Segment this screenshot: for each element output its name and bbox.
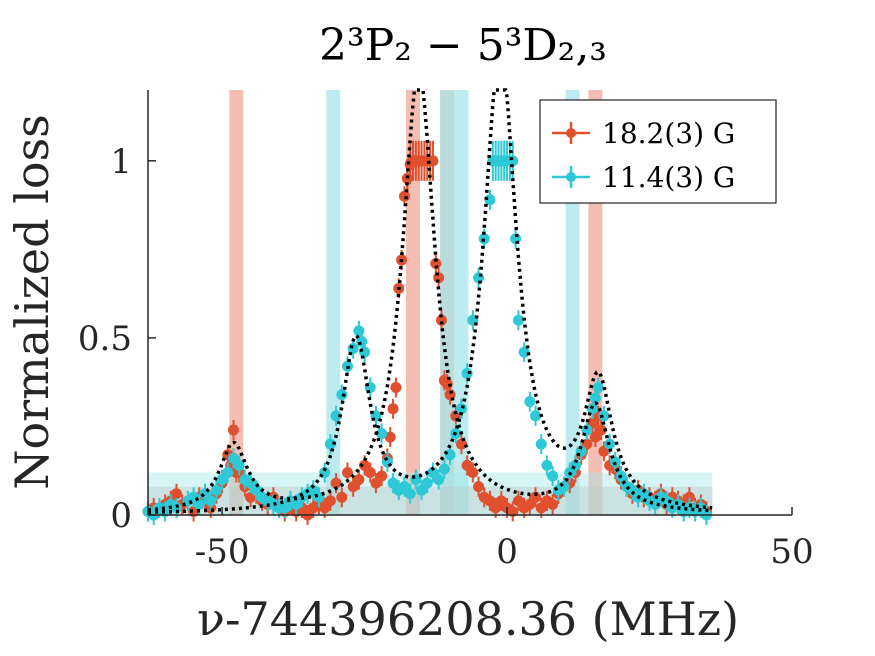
data-point-0-41 — [376, 466, 388, 487]
data-point-0-32 — [324, 490, 336, 511]
data-point-1-71 — [518, 342, 530, 363]
data-point-1-52 — [438, 458, 450, 479]
data-point-1-69 — [510, 228, 522, 249]
chart-title: 2³P₂ − 5³D₂,₃ — [319, 20, 607, 71]
y-axis-label: Normalized loss — [5, 114, 59, 490]
transition-band-0-0 — [229, 90, 244, 515]
data-point-0-69 — [473, 476, 485, 497]
x-tick-label-2: 50 — [770, 532, 813, 572]
legend-label-red: 18.2(3) G — [602, 117, 735, 150]
data-point-1-75 — [541, 455, 553, 476]
legend: 18.2(3) G 11.4(3) G — [539, 99, 777, 204]
x-axis-label: ν-744396208.36 (MHz) — [197, 592, 739, 646]
fit-curves — [147, 88, 713, 514]
legend-box — [539, 99, 777, 204]
data-point-1-72 — [524, 391, 536, 412]
data-point-1-15 — [233, 455, 245, 476]
data-point-0-39 — [364, 462, 376, 483]
data-point-1-58 — [473, 267, 485, 288]
data-point-0-14 — [227, 420, 239, 440]
data-point-0-66 — [455, 434, 467, 455]
data-point-1-32 — [330, 405, 342, 426]
data-point-1-39 — [364, 377, 376, 398]
data-point-1-59 — [478, 228, 490, 249]
axes — [147, 90, 793, 516]
fit-curve-0 — [147, 88, 713, 513]
data-point-1-13 — [222, 462, 234, 483]
data-point-0-59 — [430, 253, 442, 274]
y-tick-label-1: 0.5 — [78, 319, 132, 359]
data-point-1-68 — [507, 140, 519, 181]
legend-label-cyan: 11.4(3) G — [602, 161, 735, 194]
data-point-1-51 — [433, 469, 445, 490]
data-point-1-11 — [210, 480, 222, 501]
y-tick-label-0: 0 — [110, 496, 132, 536]
data-point-0-43 — [384, 427, 396, 448]
data-point-1-10 — [205, 490, 217, 511]
data-point-0-45 — [390, 377, 402, 398]
data-point-0-34 — [336, 487, 348, 508]
data-point-0-37 — [353, 469, 365, 490]
data-point-1-74 — [535, 434, 547, 455]
data-point-0-44 — [387, 398, 399, 419]
data-point-1-73 — [530, 405, 542, 426]
data-point-0-68 — [467, 462, 479, 483]
data-point-0-75 — [507, 501, 519, 522]
data-point-0-79 — [530, 487, 542, 508]
data-point-1-49 — [421, 473, 433, 494]
data-point-0-61 — [436, 310, 448, 331]
data-point-1-40 — [370, 405, 382, 426]
background-band-0 — [148, 486, 713, 515]
data-point-1-46 — [404, 483, 416, 504]
data-point-1-57 — [467, 310, 479, 331]
data-point-0-92 — [595, 420, 607, 440]
x-tick-label-0: -50 — [195, 532, 250, 572]
data-point-1-76 — [547, 466, 559, 487]
legend-item-red: 18.2(3) G — [552, 117, 735, 150]
tick-labels: -50 0 50 0 0.5 1 — [78, 142, 814, 572]
fit-curve-1 — [148, 88, 713, 514]
data-point-0-82 — [547, 494, 559, 515]
transition-band-1-1 — [440, 90, 455, 515]
legend-item-cyan: 11.4(3) G — [552, 161, 735, 194]
x-tick-label-1: 0 — [496, 532, 518, 572]
data-point-1-70 — [512, 310, 524, 331]
data-point-1-41 — [376, 423, 388, 444]
y-tick-label-2: 1 — [110, 142, 132, 182]
data-point-1-85 — [592, 377, 604, 398]
